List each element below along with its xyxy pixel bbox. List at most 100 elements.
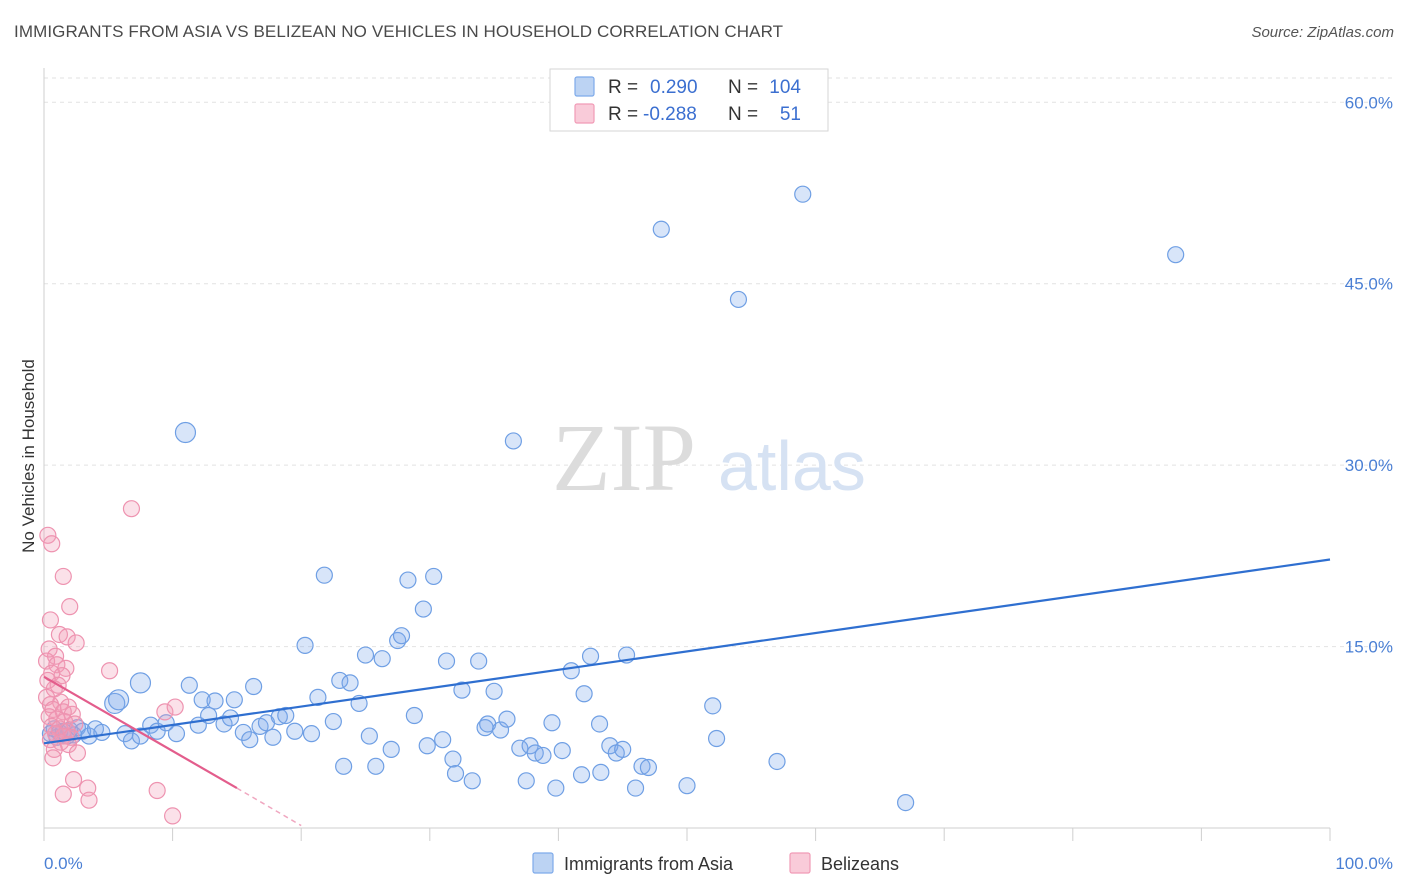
y-tick-label-3: 60.0% bbox=[1345, 93, 1393, 112]
point-asia-51 bbox=[360, 727, 378, 745]
point-asia-86 bbox=[581, 647, 600, 665]
point-asia-57 bbox=[399, 571, 417, 589]
point-asia-47 bbox=[335, 757, 353, 775]
point-asia-74 bbox=[504, 432, 522, 450]
point-belizean-15 bbox=[39, 671, 57, 690]
y-tick-label-1: 30.0% bbox=[1345, 456, 1393, 475]
point-asia-58 bbox=[405, 706, 423, 725]
point-asia-60 bbox=[418, 737, 436, 755]
legend-n-value-blue: 104 bbox=[769, 77, 801, 98]
x-tick-label-min: 0.0% bbox=[44, 854, 83, 873]
point-belizean-11 bbox=[48, 656, 66, 674]
series-belizeans bbox=[37, 500, 184, 825]
point-belizean-41 bbox=[64, 771, 83, 789]
point-asia-64 bbox=[444, 750, 462, 768]
point-asia-23 bbox=[174, 421, 197, 444]
point-asia-102 bbox=[794, 185, 812, 203]
point-asia-95 bbox=[639, 758, 658, 777]
point-asia-39 bbox=[277, 706, 295, 725]
point-asia-66 bbox=[453, 681, 471, 699]
point-asia-75 bbox=[511, 739, 529, 757]
point-asia-83 bbox=[562, 662, 580, 680]
point-asia-87 bbox=[590, 715, 609, 733]
point-asia-14 bbox=[107, 689, 130, 711]
point-belizean-46 bbox=[164, 807, 182, 825]
legend-n-label-blue: N = bbox=[728, 77, 758, 98]
point-asia-50 bbox=[356, 646, 375, 664]
legend-bottom: Immigrants from Asia Belizeans bbox=[532, 852, 899, 874]
point-asia-88 bbox=[592, 763, 610, 781]
point-asia-28 bbox=[206, 692, 224, 710]
point-belizean-7 bbox=[67, 634, 85, 652]
point-belizean-1 bbox=[43, 535, 61, 553]
point-asia-101 bbox=[768, 752, 786, 771]
point-asia-40 bbox=[286, 722, 304, 740]
point-asia-65 bbox=[446, 764, 465, 783]
point-asia-22 bbox=[167, 725, 186, 743]
point-asia-81 bbox=[547, 779, 565, 797]
point-asia-61 bbox=[425, 567, 443, 586]
point-asia-63 bbox=[437, 652, 456, 670]
point-asia-103 bbox=[897, 793, 915, 812]
watermark-atlas: atlas bbox=[718, 427, 866, 505]
point-asia-91 bbox=[614, 740, 632, 758]
point-belizean-4 bbox=[41, 611, 60, 629]
legend-bottom-swatch-blue bbox=[532, 852, 554, 874]
point-asia-96 bbox=[652, 220, 670, 238]
point-asia-73 bbox=[498, 710, 516, 728]
point-asia-44 bbox=[315, 566, 333, 584]
point-belizean-3 bbox=[61, 598, 79, 616]
point-asia-80 bbox=[543, 714, 561, 732]
point-asia-104 bbox=[1167, 246, 1185, 264]
point-belizean-45 bbox=[148, 781, 166, 800]
point-asia-43 bbox=[309, 688, 327, 706]
legend-r-label-pink: R = bbox=[608, 104, 638, 125]
point-asia-31 bbox=[225, 691, 243, 709]
point-asia-29 bbox=[215, 715, 233, 733]
trend-lines bbox=[43, 558, 1331, 827]
source-label: Source: ZipAtlas.com bbox=[1251, 24, 1394, 41]
trend-line-belizeans bbox=[43, 675, 238, 790]
point-asia-67 bbox=[463, 772, 481, 790]
point-asia-94 bbox=[633, 757, 651, 775]
legend-swatch-pink bbox=[574, 103, 595, 124]
watermark-zip: ZIP bbox=[552, 404, 696, 511]
point-belizean-2 bbox=[54, 567, 72, 586]
point-asia-62 bbox=[434, 731, 452, 749]
legend-top: R = 0.290 N = 104 R = -0.288 N = 51 bbox=[549, 68, 829, 132]
point-asia-98 bbox=[704, 697, 722, 715]
trend-line-belizeans-extension bbox=[236, 787, 302, 827]
point-asia-18 bbox=[129, 672, 152, 694]
y-tick-label-0: 15.0% bbox=[1345, 638, 1393, 657]
point-asia-82 bbox=[553, 741, 571, 760]
point-asia-33 bbox=[241, 731, 259, 749]
trend-line-asia bbox=[43, 558, 1331, 745]
point-asia-42 bbox=[302, 725, 321, 743]
point-asia-26 bbox=[193, 691, 211, 709]
point-asia-12 bbox=[93, 723, 111, 742]
point-asia-48 bbox=[341, 674, 359, 692]
chart-title: IMMIGRANTS FROM ASIA VS BELIZEAN NO VEHI… bbox=[14, 22, 784, 41]
legend-r-value-pink: -0.288 bbox=[643, 104, 697, 125]
legend-bottom-label-pink: Belizeans bbox=[821, 854, 899, 874]
point-belizean-40 bbox=[44, 749, 62, 767]
legend-r-value-blue: 0.290 bbox=[650, 77, 698, 98]
x-axis-ticks bbox=[43, 828, 1331, 841]
y-tick-labels: 15.0% 30.0% 45.0% 60.0% bbox=[1345, 93, 1393, 656]
y-tick-label-2: 45.0% bbox=[1345, 275, 1393, 294]
point-asia-13 bbox=[104, 692, 126, 715]
point-asia-76 bbox=[517, 772, 535, 790]
point-belizean-48 bbox=[100, 662, 119, 680]
point-asia-99 bbox=[707, 729, 726, 748]
point-belizean-47 bbox=[122, 500, 141, 518]
point-belizean-39 bbox=[68, 744, 87, 762]
point-asia-56 bbox=[392, 627, 411, 645]
legend-bottom-label-blue: Immigrants from Asia bbox=[564, 854, 734, 874]
point-belizean-43 bbox=[54, 785, 72, 803]
point-asia-41 bbox=[296, 636, 314, 654]
point-asia-93 bbox=[626, 779, 645, 797]
legend-n-label-pink: N = bbox=[728, 104, 758, 125]
point-asia-85 bbox=[575, 685, 593, 703]
point-asia-79 bbox=[534, 746, 552, 765]
